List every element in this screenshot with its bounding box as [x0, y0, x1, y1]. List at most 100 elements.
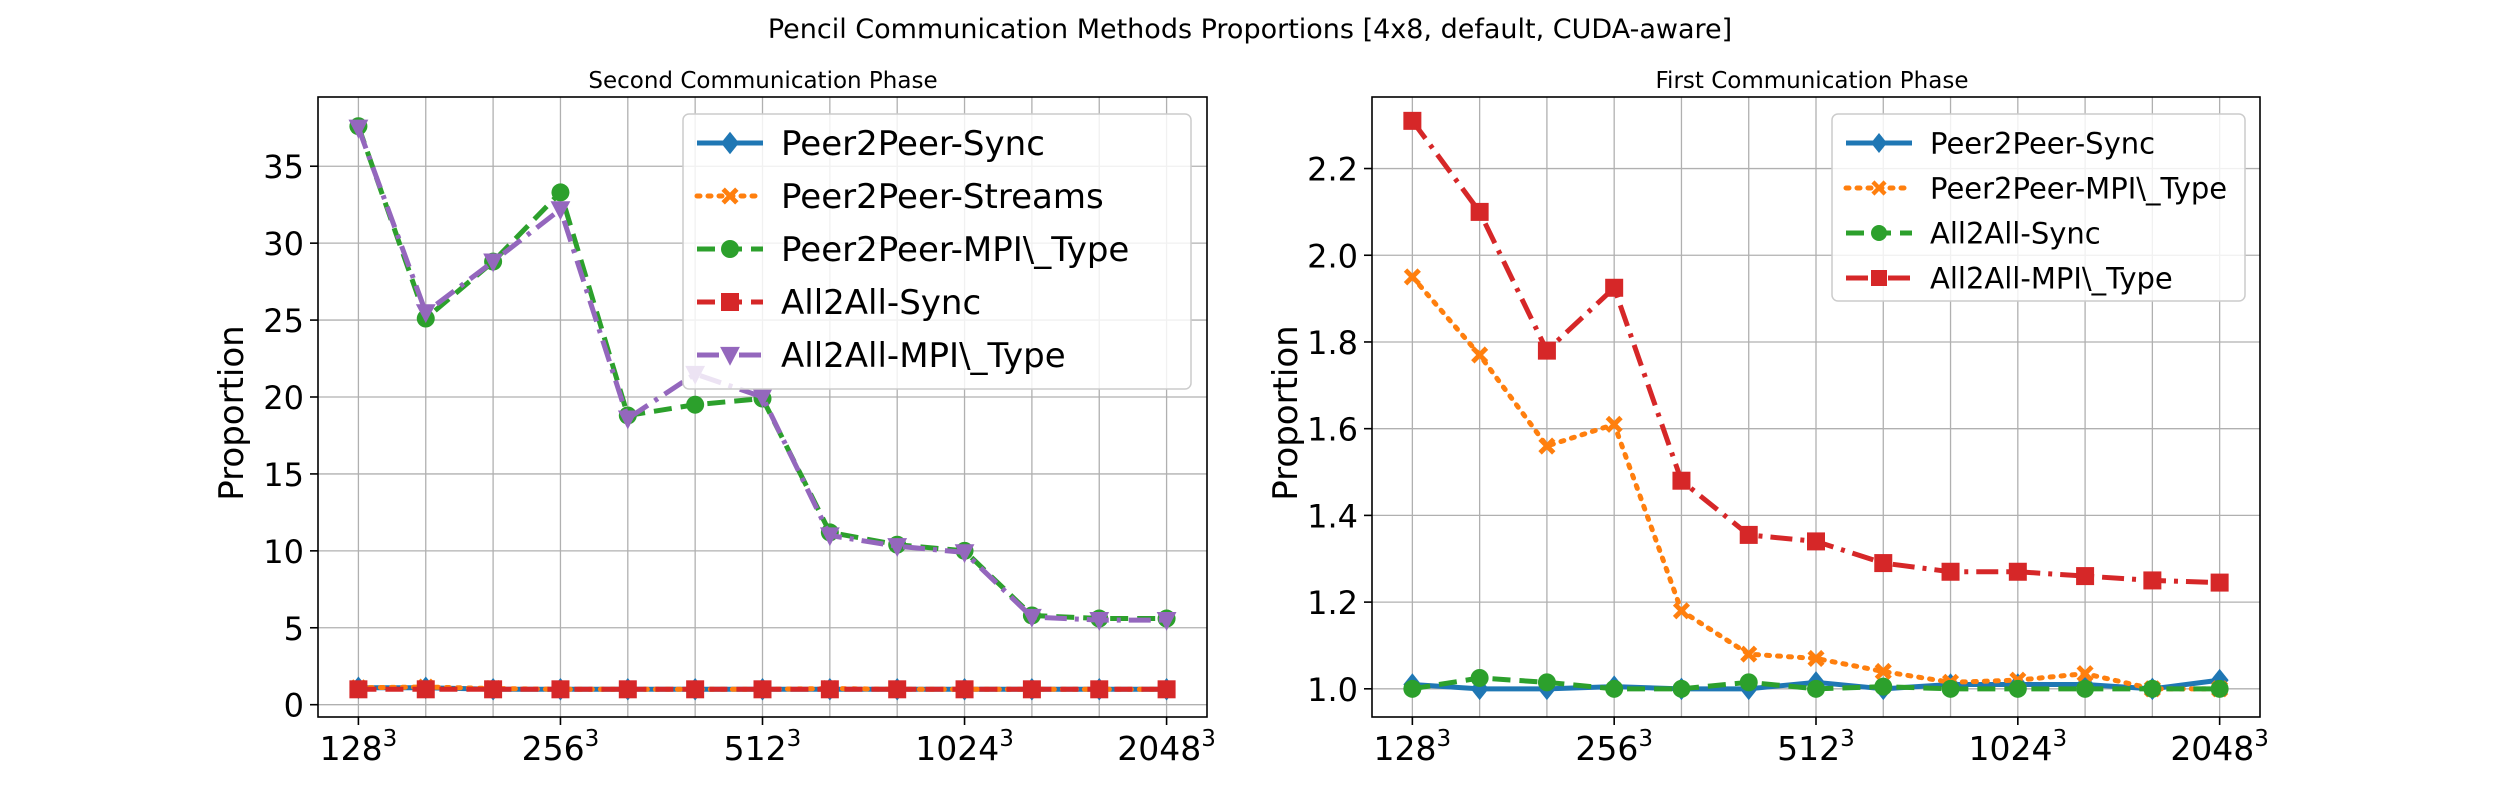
data-point	[1807, 649, 1825, 668]
x-tick-label: 10243	[915, 726, 1014, 768]
data-point	[2210, 573, 2229, 592]
series-all2all-sync	[1403, 668, 2229, 698]
data-point	[618, 680, 637, 699]
legend-label: Peer2Peer-Streams	[781, 177, 1104, 217]
data-point	[1021, 608, 1042, 628]
y-axis-label: Proportion	[1266, 325, 1306, 500]
data-point	[2076, 567, 2095, 586]
data-point	[2076, 679, 2095, 698]
legend-label: All2All-MPI\_Type	[1930, 261, 2173, 295]
data-point	[2143, 571, 2162, 590]
data-point	[415, 304, 436, 324]
data-point	[1605, 415, 1623, 433]
data-point	[550, 201, 571, 221]
data-point	[1403, 679, 1422, 698]
y-tick-label: 5	[284, 610, 304, 648]
data-point	[1470, 668, 1489, 687]
data-point	[753, 680, 772, 699]
y-tick-label: 30	[263, 225, 304, 263]
legend: Peer2Peer-Sync Peer2Peer-MPI\_Type All2All…	[1831, 113, 2246, 302]
data-point	[1605, 278, 1624, 297]
chart-panel-first-phase: First Communication Phase Proportion 1.0…	[1266, 68, 2269, 768]
x-tick-label: 1283	[320, 726, 398, 768]
legend-marker	[721, 293, 739, 311]
data-point	[1807, 679, 1825, 698]
data-point	[819, 527, 840, 547]
data-point	[752, 388, 773, 408]
legend-marker	[1871, 225, 1887, 241]
data-point	[954, 544, 975, 564]
data-point	[1672, 602, 1691, 620]
x-tick-label: 5123	[1777, 726, 1855, 768]
x-tick-label: 20483	[2170, 726, 2269, 768]
grid	[1372, 97, 2260, 717]
y-tick-label: 1.6	[1307, 411, 1358, 449]
data-point	[1672, 679, 1691, 698]
data-point	[1403, 111, 1422, 130]
data-point	[1470, 202, 1489, 221]
legend-item: All2All-MPI\_Type	[1846, 261, 2173, 295]
data-point	[686, 680, 705, 699]
data-point	[887, 538, 908, 558]
data-point	[2210, 679, 2229, 698]
chart-title: First Communication Phase	[1656, 68, 1969, 94]
data-point	[1874, 662, 1892, 681]
y-tick-label: 1.2	[1307, 584, 1358, 622]
data-point	[1537, 341, 1556, 360]
legend-marker	[721, 240, 739, 258]
data-point	[2143, 679, 2162, 698]
figure-title: Pencil Communication Methods Proportions…	[768, 14, 1732, 45]
data-point	[1538, 437, 1556, 455]
legend-item: Peer2Peer-Sync	[697, 124, 1045, 164]
legend-box	[682, 113, 1192, 390]
data-point	[348, 119, 369, 139]
series-all2all-mpi-type	[1403, 111, 2229, 592]
chart-title: Second Communication Phase	[588, 68, 937, 94]
y-tick-label: 2.0	[1307, 237, 1358, 275]
x-tick-label: 10243	[1969, 726, 2068, 768]
legend-label: Peer2Peer-Sync	[781, 124, 1045, 164]
legend-box	[1831, 113, 2246, 302]
data-point	[416, 680, 435, 699]
data-point	[1090, 680, 1109, 699]
y-tick-label: 10	[263, 533, 304, 571]
data-point	[820, 680, 839, 699]
data-point	[1807, 532, 1825, 551]
data-point	[1672, 471, 1691, 490]
legend-item: Peer2Peer-MPI\_Type	[1843, 171, 2227, 205]
data-point	[551, 680, 570, 699]
data-point	[1740, 645, 1758, 663]
legend-label: All2All-MPI\_Type	[781, 336, 1066, 376]
data-point	[888, 680, 907, 699]
legend-item: Peer2Peer-MPI\_Type	[697, 230, 1129, 270]
y-tick-label: 20	[263, 379, 304, 417]
data-point	[1156, 611, 1177, 631]
x-tick-label: 2563	[522, 726, 600, 768]
data-point	[1874, 554, 1893, 573]
data-point	[1537, 673, 1556, 692]
y-tick-label: 2.2	[1307, 151, 1358, 189]
x-tick-label: 1283	[1374, 726, 1452, 768]
y-tick-label: 1.4	[1307, 497, 1358, 535]
data-point	[483, 253, 504, 273]
legend-marker	[1871, 180, 1887, 196]
y-axis-label: Proportion	[212, 325, 252, 500]
data-point	[686, 395, 705, 414]
y-tick-label: 0	[284, 687, 304, 725]
y-tick-label: 15	[263, 456, 304, 494]
data-point	[1605, 679, 1624, 698]
data-point	[1471, 346, 1489, 364]
data-point	[617, 410, 638, 430]
data-point	[349, 680, 368, 699]
data-point	[1739, 525, 1758, 544]
legend-item: All2All-Sync	[1846, 216, 2101, 250]
data-point	[1089, 611, 1110, 631]
x-tick-label: 2563	[1575, 726, 1653, 768]
data-point	[1874, 677, 1893, 696]
legend-item: Peer2Peer-Streams	[694, 177, 1104, 217]
data-point	[2008, 562, 2027, 581]
data-point	[1022, 680, 1041, 699]
y-tick-label: 35	[263, 148, 304, 186]
legend-marker	[721, 131, 739, 155]
